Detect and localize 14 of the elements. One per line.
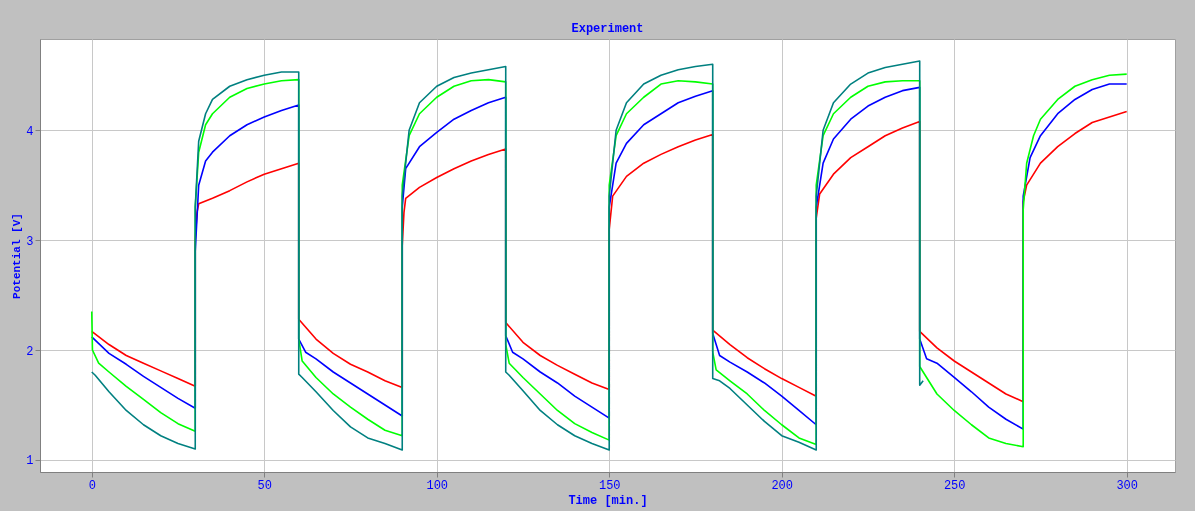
y-tick-label: 1 xyxy=(26,454,34,469)
x-tick-label: 150 xyxy=(598,478,621,493)
x-axis-title: Time [min.] xyxy=(568,493,648,508)
x-tick-label: 50 xyxy=(257,478,272,493)
x-tick-label: 250 xyxy=(943,478,966,493)
y-axis-title: Potential [V] xyxy=(11,213,24,299)
x-tick-label: 100 xyxy=(426,478,449,493)
x-tick-label: 200 xyxy=(771,478,794,493)
y-tick-label: 4 xyxy=(26,124,34,139)
x-tick-label: 0 xyxy=(88,478,96,493)
x-tick-label: 300 xyxy=(1116,478,1139,493)
chart-title: Experiment xyxy=(571,22,644,36)
y-tick-label: 2 xyxy=(26,344,34,359)
y-tick-label: 3 xyxy=(26,234,34,249)
